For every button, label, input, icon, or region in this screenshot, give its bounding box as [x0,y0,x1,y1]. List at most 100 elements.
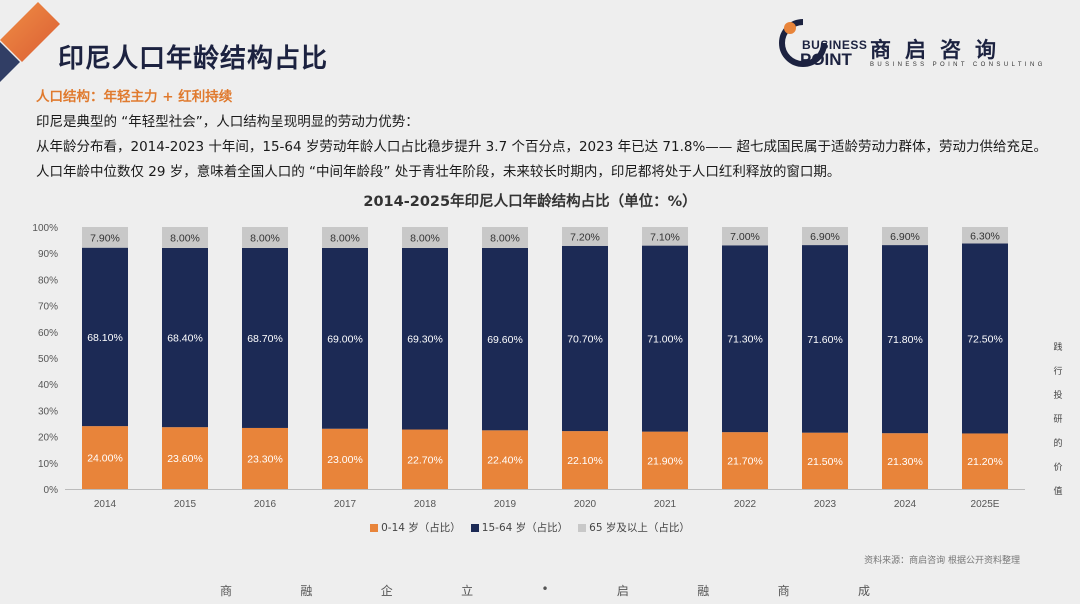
bar-young-segment [642,431,688,489]
y-tick-label: 20% [38,433,58,444]
bar-working-segment [882,245,928,434]
bar-elderly-segment [162,227,208,248]
logo-mark-icon [779,19,827,67]
side-char: 的 [1053,439,1063,449]
y-tick-label: 40% [38,380,58,391]
bar-elderly-segment [322,227,368,248]
bar-elderly-data-label: 7.20% [570,231,600,243]
legend-label-working: 15-64 岁（占比） [481,522,569,534]
legend-label-elderly: 65 岁及以上（占比） [589,522,690,534]
y-tick-label: 100% [32,223,58,234]
bar-elderly-segment [802,227,848,246]
bar-working-segment [642,245,688,432]
bar-young-segment [162,427,208,489]
bar-working-segment [322,247,368,429]
intro-line-3: 人口年龄中位数仅 29 岁，意味着全国人口的 “中间年龄段” 处于青壮年阶段，未… [36,164,841,180]
bar-working-segment [242,247,288,428]
side-char: 研 [1053,415,1063,425]
bar-working-segment [402,247,448,430]
motto-char: • [541,582,549,596]
x-tick-label: 2017 [334,499,357,510]
bar-elderly-data-label: 8.00% [170,232,200,244]
bar-elderly-data-label: 6.30% [970,230,1000,242]
bar-elderly-segment [722,227,768,246]
chart-legend: 0-14 岁（占比） 15-64 岁（占比） 65 岁及以上（占比） [0,520,1060,535]
motto-char: 启 [616,584,629,598]
bar-young-segment [82,426,128,489]
y-tick-label: 80% [38,275,58,286]
bar-working-segment [802,245,848,433]
bar-working-data-label: 71.00% [647,334,683,346]
bar-working-segment [162,247,208,428]
x-tick-label: 2018 [414,499,437,510]
y-tick-label: 90% [38,249,58,260]
bar-elderly-segment [482,227,528,248]
bar-young-segment [562,431,608,489]
side-char: 值 [1053,487,1063,497]
x-tick-label: 2016 [254,499,277,510]
motto-char: 商 [220,584,233,598]
bar-elderly-segment [402,227,448,248]
bar-young-data-label: 21.90% [647,455,683,467]
logo-tagline: BUSINESS POINT CONSULTING [870,62,1046,68]
bar-young-segment [882,433,928,489]
bar-young-data-label: 23.30% [247,453,283,465]
motto-char: 成 [857,584,870,598]
bar-elderly-data-label: 8.00% [410,232,440,244]
bar-young-data-label: 21.20% [967,456,1003,468]
bar-working-data-label: 69.00% [327,333,363,345]
bar-working-data-label: 72.50% [967,333,1003,345]
bar-young-segment [242,427,288,489]
side-char: 行 [1053,367,1063,377]
motto-char: 企 [380,584,393,598]
bar-working-data-label: 70.70% [567,333,603,345]
x-tick-label: 2022 [734,499,757,510]
bar-working-segment [562,245,608,432]
legend-label-young: 0-14 岁（占比） [381,522,461,534]
side-char: 价 [1053,463,1063,473]
bar-young-data-label: 21.30% [887,456,923,468]
bar-working-data-label: 68.10% [87,332,123,344]
motto-char: 立 [461,584,474,598]
bar-elderly-data-label: 7.90% [90,232,120,244]
bar-elderly-segment [242,227,288,248]
bar-working-segment [722,245,768,433]
bar-young-segment [322,428,368,489]
x-tick-label: 2023 [814,499,837,510]
bar-working-data-label: 68.70% [247,333,283,345]
section-subtitle: 人口结构：年轻主力 + 红利持续 [36,89,233,105]
bar-young-data-label: 23.00% [327,454,363,466]
bar-working-segment [962,243,1008,434]
bar-young-segment [402,429,448,489]
y-tick-label: 30% [38,406,58,417]
bar-elderly-segment [82,227,128,248]
bar-young-segment [802,432,848,489]
bar-elderly-data-label: 7.10% [650,231,680,243]
bar-elderly-data-label: 8.00% [250,232,280,244]
legend-item-working: 15-64 岁（占比） [470,520,569,535]
side-char: 投 [1053,391,1063,401]
intro-line-2: 从年龄分布看，2014-2023 十年间，15-64 岁劳动年龄人口占比稳步提升… [36,139,1048,155]
bar-elderly-segment [962,227,1008,244]
bar-working-data-label: 69.30% [407,334,443,346]
legend-swatch-working [470,523,479,532]
legend-item-young: 0-14 岁（占比） [370,520,461,535]
bar-young-data-label: 23.60% [167,453,203,465]
y-tick-label: 50% [38,354,58,365]
side-vertical-text: 践 行 投 研 的 价 值 [1048,336,1068,504]
motto-char: 融 [697,584,710,598]
bar-young-segment [722,432,768,489]
x-tick-label: 2024 [894,499,917,510]
bar-elderly-data-label: 6.90% [890,231,920,243]
logo-cn-name: 商启咨询 [870,38,1010,62]
bar-elderly-segment [642,227,688,246]
logo-en-line2: POINT [800,50,852,69]
y-tick-label: 70% [38,302,58,313]
bar-working-data-label: 68.40% [167,333,203,345]
legend-swatch-young [370,523,379,532]
bar-elderly-segment [882,227,928,246]
bar-young-segment [962,433,1008,489]
x-tick-label: 2020 [574,499,597,510]
footer-motto: 商 融 企 立 • 启 融 商 成 [220,582,870,599]
motto-char: 融 [300,584,313,598]
